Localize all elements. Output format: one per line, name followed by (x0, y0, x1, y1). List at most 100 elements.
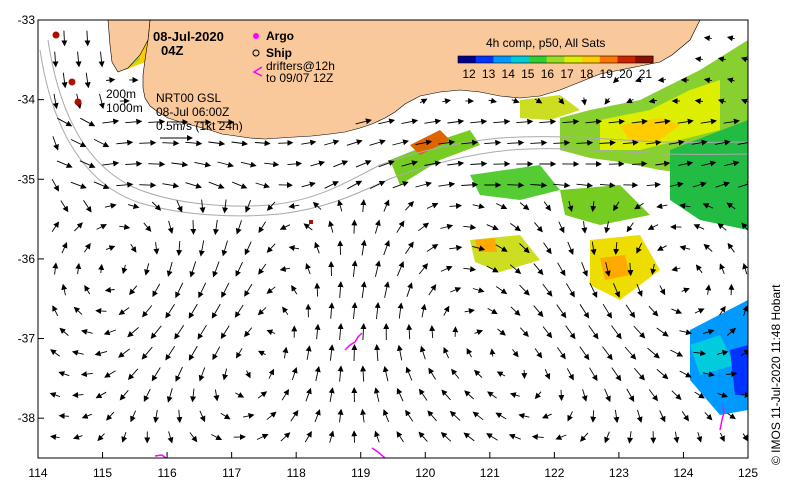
current-vector (127, 327, 139, 338)
current-vector (301, 139, 317, 146)
current-vector (611, 325, 622, 340)
current-vector (139, 139, 157, 146)
current-vector (415, 139, 433, 146)
current-vector (130, 410, 137, 423)
current-vector (374, 344, 381, 362)
current-vector (702, 203, 714, 209)
current-vector (461, 139, 479, 146)
x-tick-label: 121 (480, 466, 500, 480)
current-vector (542, 326, 553, 339)
current-vector (530, 182, 548, 189)
current-vector (70, 139, 87, 148)
argo-float-1 (52, 31, 60, 39)
colorbar-tick-label: 15 (521, 67, 535, 81)
current-vector (622, 139, 639, 146)
current-vector (486, 224, 499, 231)
current-vector (474, 329, 484, 336)
current-vector (61, 72, 68, 89)
current-vector (314, 323, 321, 340)
current-vector (222, 199, 229, 214)
current-vector (304, 431, 312, 443)
current-vector (397, 302, 404, 319)
current-vector (519, 202, 530, 211)
sst-patch-cold-2 (690, 335, 735, 375)
current-vector (116, 139, 134, 146)
current-vector (440, 265, 453, 272)
current-vector (636, 409, 643, 423)
current-vector (291, 367, 298, 381)
current-vector (442, 98, 451, 105)
current-vector (119, 390, 129, 401)
current-vector (723, 118, 740, 125)
current-vector (118, 348, 130, 358)
current-vector (751, 37, 758, 39)
current-vector (544, 369, 551, 380)
current-vector (278, 139, 294, 146)
current-vector (719, 432, 725, 443)
current-vector (428, 367, 436, 380)
current-vector (70, 181, 87, 189)
current-vector (378, 160, 395, 168)
current-vector (612, 76, 620, 84)
current-vector (463, 432, 475, 442)
current-vector (633, 367, 645, 381)
current-vector (266, 201, 276, 211)
current-vector (727, 327, 736, 336)
current-vector (751, 414, 759, 417)
current-vector (648, 305, 659, 317)
current-vector (694, 391, 705, 399)
current-vector (727, 413, 736, 420)
current-vector (93, 138, 110, 148)
colorbar-swatch (475, 56, 494, 63)
current-vector (719, 305, 726, 316)
current-vector (534, 97, 543, 104)
x-tick-label: 120 (415, 466, 435, 480)
current-vector (464, 308, 475, 315)
colorbar-title: 4h comp, p50, All Sats (486, 36, 605, 50)
colorbar-swatch (617, 56, 636, 63)
current-vector (449, 410, 461, 421)
current-vector (121, 264, 128, 275)
current-vector (602, 346, 613, 361)
current-vector (150, 325, 162, 339)
current-vector (84, 72, 91, 89)
drifter-track-4 (154, 454, 167, 458)
argo-float-3 (74, 98, 82, 106)
current-vector (382, 365, 389, 382)
argo-legend-label: Argo (266, 29, 294, 43)
current-vector (429, 325, 436, 339)
current-vector (507, 139, 525, 146)
current-vector (703, 243, 713, 252)
current-vector (60, 200, 69, 213)
current-vector (418, 431, 428, 442)
current-vector (438, 181, 456, 188)
current-vector (636, 283, 643, 297)
current-vector (704, 412, 713, 421)
current-vector (742, 305, 748, 317)
current-vector (449, 244, 463, 251)
current-vector (324, 181, 339, 189)
current-vector (58, 413, 70, 420)
current-vector (310, 160, 326, 167)
y-tick-label: -35 (18, 172, 36, 186)
current-vector (742, 262, 748, 275)
current-vector (472, 203, 485, 210)
current-vector (648, 389, 658, 402)
current-vectors (49, 30, 759, 444)
current-vector (705, 284, 712, 295)
current-vector (333, 160, 349, 168)
current-vector (679, 245, 691, 251)
current-vector (484, 139, 502, 146)
current-vector (590, 200, 597, 212)
current-vector (418, 388, 428, 401)
current-vector (406, 282, 413, 297)
current-vector (235, 392, 245, 398)
current-vector (473, 369, 483, 378)
current-vector (636, 242, 643, 254)
current-vector (678, 160, 694, 167)
current-vector (634, 76, 643, 83)
current-vector (647, 347, 660, 359)
current-vector (613, 409, 620, 424)
current-vector (61, 30, 68, 47)
current-vector (98, 263, 105, 274)
